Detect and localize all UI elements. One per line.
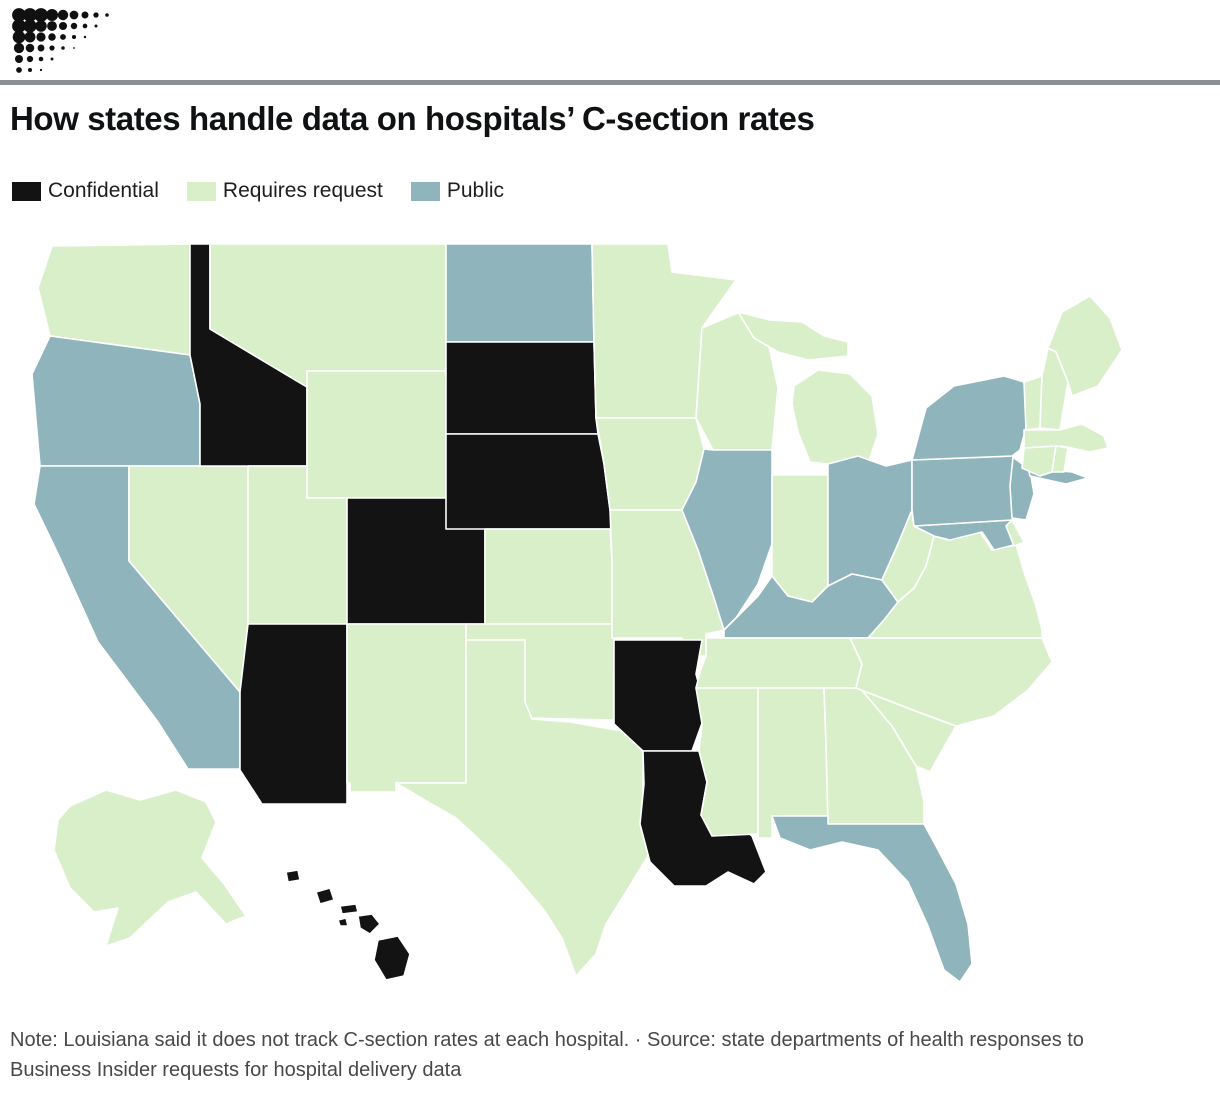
state-ar <box>613 639 707 752</box>
state-hi <box>339 903 359 915</box>
state-hi <box>285 869 301 883</box>
header-rule <box>0 80 1220 85</box>
state-hi <box>373 935 411 981</box>
halftone-logo <box>12 8 109 73</box>
state-ak <box>53 789 247 947</box>
state-ia <box>595 417 705 511</box>
state-hi <box>315 887 335 905</box>
legend-label-public: Public <box>446 179 505 202</box>
state-in <box>771 474 829 603</box>
state-pa <box>911 455 1025 527</box>
state-nm <box>346 623 467 793</box>
legend-swatch-requires-request <box>186 181 216 201</box>
state-tn <box>695 637 869 689</box>
state-mi <box>737 311 849 361</box>
state-ny <box>911 375 1029 461</box>
page-title: How states handle data on hospitals’ C-s… <box>10 100 815 137</box>
state-or <box>31 335 201 467</box>
legend-swatch-public <box>410 181 440 201</box>
state-az <box>239 623 348 805</box>
legend-label-confidential: Confidential <box>48 179 159 202</box>
state-vt <box>1023 375 1043 431</box>
state-fl <box>771 815 973 983</box>
state-wy <box>306 370 447 499</box>
state-me <box>1047 295 1123 397</box>
state-nc <box>849 637 1053 727</box>
state-nd <box>445 243 595 343</box>
legend-item-requires-request: Requires request <box>186 179 383 203</box>
legend-swatch-confidential <box>12 181 41 201</box>
legend-item-public: Public <box>410 179 505 203</box>
state-sd <box>445 341 599 435</box>
state-hi <box>337 917 349 927</box>
legend: Confidential Requires request Public <box>12 179 504 203</box>
state-tx <box>395 639 649 977</box>
state-ms <box>695 687 759 837</box>
state-ri <box>1051 445 1069 473</box>
legend-item-confidential: Confidential <box>12 179 159 203</box>
state-hi <box>357 913 381 935</box>
state-ks <box>484 528 613 625</box>
state-mi <box>791 369 879 465</box>
source-note: Note: Louisiana said it does not track C… <box>10 1029 1084 1081</box>
state-de <box>1005 519 1025 547</box>
state-ct <box>1021 445 1057 477</box>
us-choropleth-map <box>31 243 1123 983</box>
legend-label-requires-request: Requires request <box>222 179 383 202</box>
